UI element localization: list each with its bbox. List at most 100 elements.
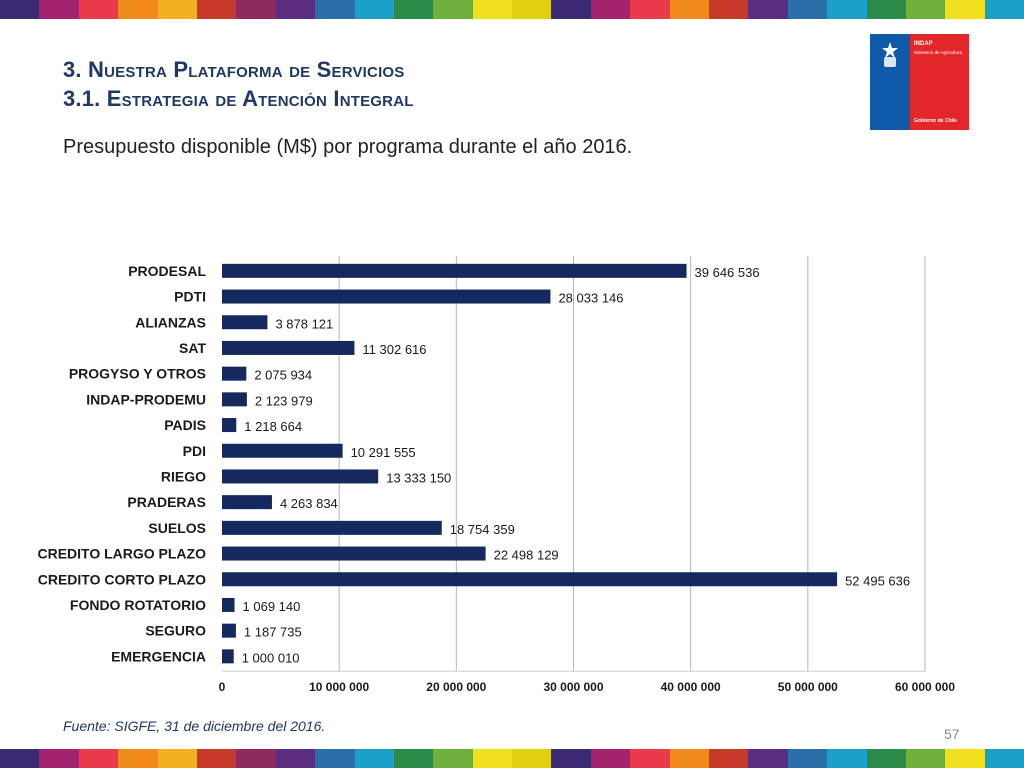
stripe-segment bbox=[354, 0, 394, 19]
stripe-segment bbox=[827, 0, 867, 19]
stripe-segment bbox=[78, 0, 119, 19]
chart-subtitle: Presupuesto disponible (M$) por programa… bbox=[63, 136, 633, 158]
stripe-segment bbox=[551, 749, 591, 768]
stripe-segment bbox=[866, 749, 906, 768]
stripe-segment bbox=[630, 0, 670, 19]
stripe-segment bbox=[354, 749, 394, 768]
value-label: 3 878 121 bbox=[275, 316, 333, 331]
stripe-segment bbox=[78, 749, 119, 768]
category-label: SEGURO bbox=[145, 623, 206, 639]
stripe-segment bbox=[590, 749, 631, 768]
bar bbox=[222, 469, 379, 484]
bar bbox=[222, 366, 247, 381]
category-label: FONDO ROTATORIO bbox=[70, 597, 206, 613]
bottom-color-stripe bbox=[0, 749, 1024, 768]
stripe-segment bbox=[709, 0, 749, 19]
category-label: INDAP-PRODEMU bbox=[86, 391, 206, 407]
x-tick-label: 50 000 000 bbox=[778, 680, 838, 694]
category-label: PADIS bbox=[164, 417, 206, 433]
category-label: SUELOS bbox=[148, 520, 206, 536]
bar bbox=[222, 443, 343, 458]
indap-logo: INDAP Ministerio de Agricultura Gobierno… bbox=[870, 34, 969, 130]
budget-bar-chart: 0 10 000 000 20 000 000 30 000 000 40 000 00… bbox=[37, 256, 955, 694]
stripe-segment bbox=[315, 749, 355, 768]
bar bbox=[222, 289, 551, 304]
stripe-segment bbox=[118, 749, 158, 768]
stripe-segment bbox=[433, 749, 473, 768]
value-label: 1 000 010 bbox=[242, 650, 300, 665]
stripe-segment bbox=[905, 0, 946, 19]
bar bbox=[222, 418, 237, 433]
x-tick-label: 20 000 000 bbox=[426, 680, 486, 694]
source-note: Fuente: SIGFE, 31 de diciembre del 2016. bbox=[63, 718, 326, 734]
bar bbox=[222, 263, 687, 278]
category-label: SAT bbox=[179, 340, 206, 356]
stripe-segment bbox=[827, 749, 867, 768]
bar bbox=[222, 623, 236, 638]
stripe-segment bbox=[433, 0, 473, 19]
stripe-segment bbox=[512, 0, 552, 19]
bar bbox=[222, 572, 838, 587]
category-label: RIEGO bbox=[161, 468, 206, 484]
stripe-segment bbox=[945, 749, 985, 768]
logo-institution: INDAP bbox=[914, 41, 933, 47]
stripe-segment bbox=[866, 0, 906, 19]
logo-government: Gobierno de Chile bbox=[914, 118, 958, 124]
value-label: 1 187 735 bbox=[244, 625, 302, 640]
category-label: CREDITO CORTO PLAZO bbox=[38, 571, 206, 587]
stripe-segment bbox=[236, 0, 276, 19]
value-label: 11 302 616 bbox=[362, 342, 426, 357]
stripe-segment bbox=[984, 749, 1024, 768]
stripe-segment bbox=[748, 0, 788, 19]
stripe-segment bbox=[39, 0, 79, 19]
top-color-stripe bbox=[0, 0, 1024, 19]
coat-of-arms-icon bbox=[882, 42, 898, 67]
bar bbox=[222, 597, 235, 612]
value-label: 10 291 555 bbox=[351, 445, 416, 460]
category-label: ALIANZAS bbox=[135, 314, 206, 330]
stripe-segment bbox=[590, 0, 631, 19]
value-label: 13 333 150 bbox=[386, 470, 451, 485]
stripe-segment bbox=[787, 0, 828, 19]
stripe-segment bbox=[236, 749, 276, 768]
value-label: 28 033 146 bbox=[558, 291, 623, 306]
x-tick-label: 60 000 000 bbox=[895, 680, 955, 694]
stripe-segment bbox=[196, 0, 237, 19]
bar bbox=[222, 315, 268, 330]
stripe-segment bbox=[748, 749, 788, 768]
stripe-segment bbox=[709, 749, 749, 768]
logo-ministry: Ministerio de Agricultura bbox=[914, 50, 963, 55]
stripe-segment bbox=[275, 0, 316, 19]
category-label: PRODESAL bbox=[128, 263, 206, 279]
stripe-segment bbox=[945, 0, 985, 19]
value-label: 52 495 636 bbox=[845, 573, 910, 588]
stripe-segment bbox=[118, 0, 158, 19]
stripe-segment bbox=[157, 0, 197, 19]
stripe-segment bbox=[512, 749, 552, 768]
stripe-segment bbox=[984, 0, 1024, 19]
bar bbox=[222, 546, 486, 561]
x-tick-label: 10 000 000 bbox=[309, 680, 369, 694]
bar bbox=[222, 649, 234, 664]
logo-blue-panel bbox=[870, 34, 910, 130]
slide-title: 3. Nuestra Plataforma de Servicios 3.1. … bbox=[63, 55, 414, 113]
stripe-segment bbox=[196, 749, 237, 768]
value-label: 4 263 834 bbox=[280, 496, 338, 511]
stripe-segment bbox=[315, 0, 355, 19]
category-label: PDI bbox=[183, 443, 206, 459]
stripe-segment bbox=[551, 0, 591, 19]
stripe-segment bbox=[472, 0, 513, 19]
value-label: 2 075 934 bbox=[254, 368, 312, 383]
category-label: CREDITO LARGO PLAZO bbox=[37, 546, 206, 562]
value-label: 22 498 129 bbox=[494, 548, 559, 563]
stripe-segment bbox=[393, 749, 434, 768]
stripe-segment bbox=[393, 0, 434, 19]
stripe-segment bbox=[630, 749, 670, 768]
stripe-segment bbox=[39, 749, 79, 768]
stripe-segment bbox=[157, 749, 197, 768]
stripe-segment bbox=[472, 749, 513, 768]
value-label: 1 069 140 bbox=[243, 599, 301, 614]
stripe-segment bbox=[669, 0, 710, 19]
stripe-segment bbox=[905, 749, 946, 768]
logo-red-panel: INDAP Ministerio de Agricultura Gobierno… bbox=[910, 34, 969, 130]
